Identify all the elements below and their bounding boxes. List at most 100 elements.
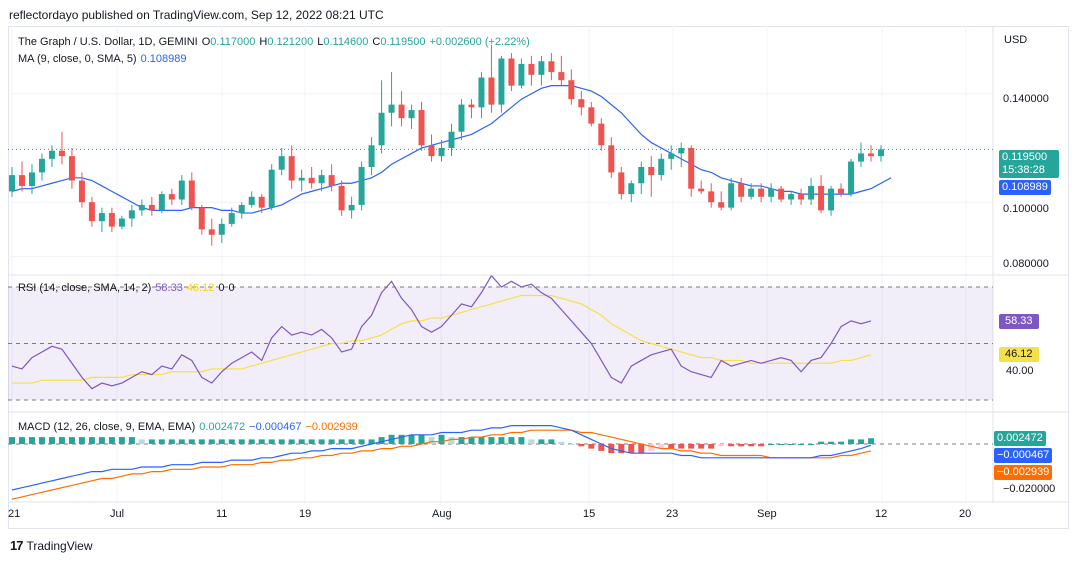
macd-histogram-bar: [438, 434, 445, 444]
macd-histogram-bar: [488, 437, 495, 444]
candle-body: [88, 202, 95, 222]
candle-body: [58, 150, 65, 157]
candle-body: [118, 218, 125, 227]
candle-body: [388, 104, 395, 113]
candle-body: [738, 183, 745, 197]
macd-histogram-bar: [138, 439, 145, 444]
macd-histogram-bar: [368, 439, 375, 444]
candle-body: [28, 172, 35, 186]
tradingview-logo-icon: 17: [10, 538, 24, 553]
macd-histogram-bar: [78, 437, 85, 444]
candle-body: [318, 175, 325, 184]
candle-body: [628, 183, 635, 195]
macd-histogram-bar: [118, 437, 125, 444]
candle-body: [718, 202, 725, 208]
tradingview-brand[interactable]: 17 TradingView: [10, 538, 93, 553]
candle-body: [298, 177, 305, 181]
ma-label: MA (9, close, 0, SMA, 5): [18, 53, 137, 65]
macd-histogram-bar: [868, 438, 875, 444]
rsi-line: [11, 274, 872, 390]
macd-histogram-bar: [258, 439, 265, 444]
candle-body: [178, 180, 185, 200]
time-tick: 15: [583, 508, 596, 520]
candle-body: [278, 156, 285, 170]
macd-histogram-bar: [858, 439, 865, 444]
macd-histogram-bar: [358, 439, 365, 444]
candle-body: [128, 210, 135, 219]
macd-histogram-bar: [398, 434, 405, 444]
candle-body: [358, 166, 365, 205]
macd-histogram-bar: [798, 444, 805, 445]
candle-body: [18, 175, 25, 186]
candle-body: [678, 148, 685, 154]
macd-histogram-bar: [418, 434, 425, 444]
candle-body: [708, 191, 715, 203]
candle-body: [748, 188, 755, 197]
time-tick: 21: [8, 508, 21, 520]
symbol-title: The Graph / U.S. Dollar, 1D, GEMINI: [18, 36, 198, 48]
macd-histogram-bar: [28, 437, 35, 444]
macd-histogram-bar: [278, 439, 285, 444]
macd-legend: MACD (12, 26, close, 9, EMA, EMA) 0.00247…: [18, 421, 362, 433]
macd-histogram-bar: [428, 437, 435, 444]
candle-body: [198, 207, 205, 230]
candle-body: [168, 194, 175, 200]
candle-body: [348, 204, 355, 211]
macd-histogram-bar: [188, 439, 195, 444]
candle-body: [238, 204, 245, 214]
macd-line: [11, 425, 872, 491]
macd-histogram-bar: [168, 439, 175, 444]
macd-histogram-bar: [68, 437, 75, 444]
macd-histogram-bar: [528, 439, 535, 444]
rsi-label: RSI (14, close, SMA, 14, 2): [18, 282, 152, 294]
ma-value: 0.108989: [140, 53, 187, 65]
macd-hist-value: 0.002472: [199, 421, 246, 433]
macd-histogram-bar: [408, 434, 415, 444]
macd-histogram-bar: [568, 444, 575, 445]
macd-histogram-bar: [668, 444, 675, 449]
candle-body: [428, 145, 435, 157]
time-tick: 12: [875, 508, 888, 520]
macd-histogram-bar: [378, 437, 385, 444]
time-tick: 23: [666, 508, 679, 520]
macd-histogram-bar: [588, 444, 595, 449]
macd-histogram-bar: [778, 444, 785, 445]
macd-histogram-bar: [628, 444, 635, 454]
candle-body: [658, 158, 665, 176]
open-label: O: [201, 36, 211, 48]
candle-body: [688, 148, 695, 189]
macd-histogram-bar: [548, 439, 555, 444]
macd-histogram-bar: [698, 444, 705, 449]
candle-body: [828, 188, 835, 211]
candle-body: [758, 188, 765, 197]
change-value: +0.002600 (+2.22%): [429, 36, 530, 48]
price-tick-140: 0.140000: [1003, 93, 1049, 105]
macd-histogram-bar: [758, 444, 765, 447]
candle-body: [408, 110, 415, 119]
bar-countdown: 15:38:28: [1002, 164, 1045, 176]
candle-body: [268, 169, 275, 208]
macd-histogram-bar: [708, 444, 715, 449]
last-price-tag: 0.119500 15:38:28: [999, 150, 1059, 178]
macd-histogram-bar: [688, 444, 695, 449]
macd-histogram-bar: [328, 439, 335, 444]
candle-body: [838, 188, 845, 195]
macd-histogram-bar: [18, 437, 25, 444]
candle-body: [98, 213, 105, 222]
macd-histogram-bar: [788, 444, 795, 445]
macd-histogram-bar: [58, 437, 65, 444]
macd-histogram-bar: [648, 444, 655, 451]
candle-body: [138, 204, 145, 211]
candle-body: [618, 172, 625, 195]
brand-name: TradingView: [26, 538, 93, 553]
candle-body: [38, 158, 45, 173]
macd-histogram-bar: [518, 437, 525, 444]
candle-body: [48, 150, 55, 159]
price-tick-100: 0.100000: [1003, 203, 1049, 215]
candle-body: [208, 229, 215, 235]
candle-body: [848, 161, 855, 195]
high-value: 0.121200: [267, 36, 314, 48]
candle-body: [608, 145, 615, 173]
candle-body: [468, 104, 475, 108]
